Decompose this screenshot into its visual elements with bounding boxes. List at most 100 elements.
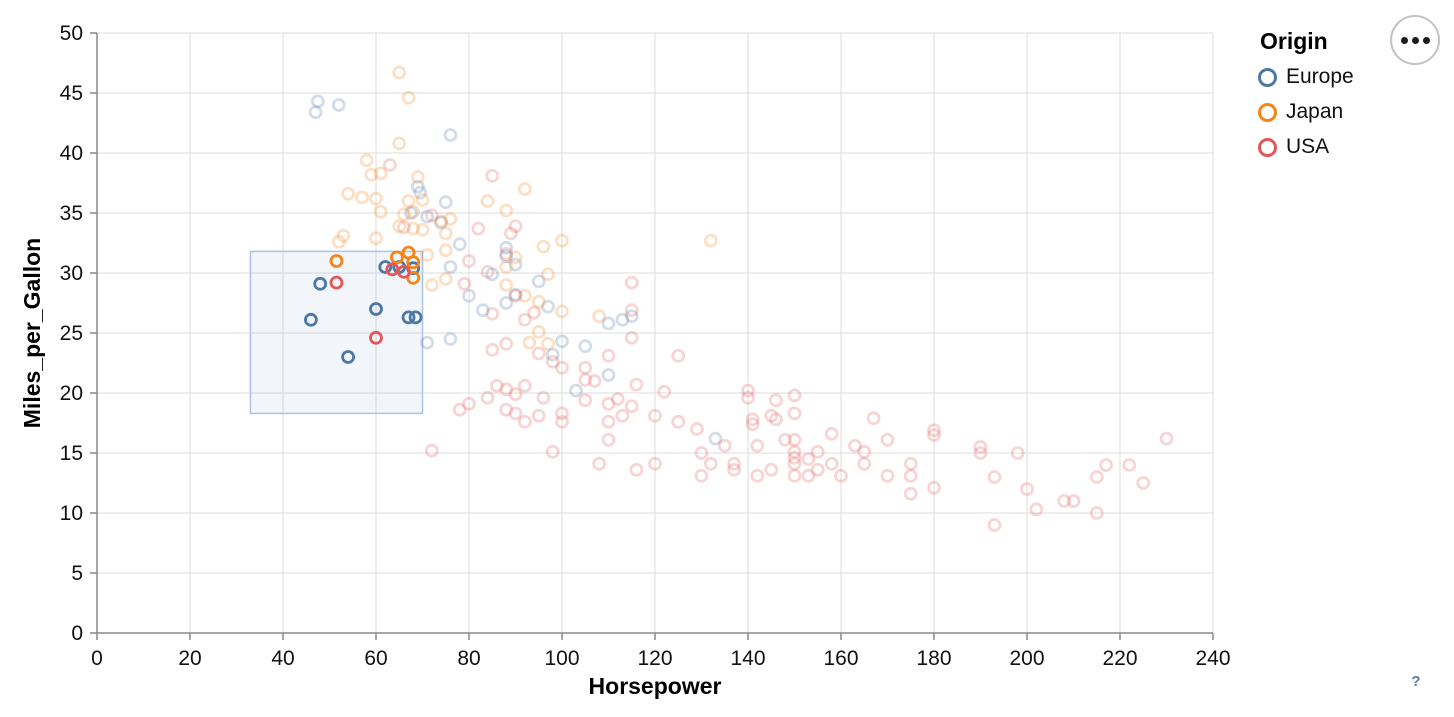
- data-point-europe: [508, 257, 523, 272]
- data-point-japan: [434, 214, 449, 229]
- data-point-europe: [578, 339, 593, 354]
- data-point-usa: [1057, 494, 1072, 508]
- data-point-japan: [555, 304, 569, 319]
- selected-data-point-europe: [313, 276, 328, 291]
- data-point-usa: [471, 221, 486, 236]
- data-point-usa: [741, 383, 755, 398]
- data-point-japan: [522, 335, 537, 350]
- x-tick-label: 20: [178, 647, 201, 670]
- x-tick-label: 140: [730, 647, 765, 670]
- data-point-usa: [973, 446, 988, 460]
- data-point-japan: [392, 136, 407, 151]
- data-point-usa: [462, 254, 476, 268]
- data-point-japan: [443, 212, 458, 226]
- data-point-usa: [624, 399, 639, 414]
- points-layer: [303, 65, 1174, 532]
- data-point-japan: [536, 239, 551, 254]
- data-point-usa: [499, 382, 514, 397]
- data-point-usa: [424, 443, 439, 458]
- data-point-europe: [438, 195, 453, 210]
- data-point-japan: [541, 267, 555, 282]
- data-point-usa: [601, 414, 616, 429]
- x-tick-label: 60: [364, 647, 387, 670]
- data-point-usa: [801, 468, 816, 483]
- data-point-europe: [569, 383, 583, 398]
- data-point-usa: [624, 275, 639, 290]
- data-point-usa: [764, 408, 779, 423]
- data-point-usa: [1066, 494, 1081, 508]
- data-point-usa: [601, 432, 616, 447]
- data-point-usa: [527, 305, 541, 320]
- help-icon[interactable]: ?: [1404, 669, 1428, 693]
- data-point-japan: [531, 294, 546, 309]
- data-point-japan: [531, 324, 546, 339]
- options-menu-button[interactable]: [1390, 15, 1440, 65]
- selected-data-point-japan: [406, 255, 421, 270]
- data-point-usa: [383, 158, 397, 172]
- selected-data-point-europe: [408, 310, 423, 325]
- legend-item-usa[interactable]: USA: [1258, 135, 1428, 159]
- selected-data-point-japan: [390, 250, 404, 265]
- data-point-europe: [508, 287, 523, 302]
- data-point-europe: [476, 303, 490, 318]
- x-tick-label: 80: [457, 647, 480, 670]
- data-point-japan: [438, 226, 453, 241]
- data-point-japan: [592, 309, 607, 324]
- data-point-usa: [801, 452, 816, 466]
- data-point-japan: [392, 65, 407, 80]
- data-point-japan: [499, 260, 514, 274]
- data-point-usa: [508, 406, 523, 421]
- data-point-japan: [499, 278, 514, 292]
- data-point-europe: [413, 185, 428, 200]
- data-point-usa: [741, 390, 755, 405]
- brush-selection[interactable]: [249, 250, 424, 415]
- data-point-europe: [499, 249, 514, 264]
- data-point-usa: [517, 312, 532, 327]
- data-point-usa: [499, 336, 514, 351]
- y-tick-label: 40: [60, 142, 83, 165]
- data-point-usa: [927, 480, 941, 495]
- data-point-usa: [778, 432, 793, 447]
- x-tick-label: 100: [544, 647, 579, 670]
- data-point-usa: [1136, 476, 1151, 490]
- data-point-usa: [727, 456, 741, 471]
- data-point-japan: [341, 186, 356, 201]
- legend-item-europe[interactable]: Europe: [1258, 65, 1428, 89]
- data-point-usa: [629, 377, 644, 392]
- data-point-usa: [536, 390, 551, 405]
- data-point-usa: [629, 462, 644, 477]
- data-point-usa: [489, 378, 504, 393]
- data-point-japan: [424, 278, 439, 292]
- legend-item-japan[interactable]: Japan: [1258, 100, 1428, 124]
- selected-data-point-europe: [369, 302, 383, 316]
- data-point-usa: [503, 226, 518, 241]
- data-point-usa: [834, 468, 848, 483]
- data-point-usa: [578, 393, 593, 408]
- data-point-usa: [508, 288, 523, 303]
- x-tick-label: 240: [1195, 647, 1230, 670]
- selected-data-point-japan: [406, 270, 421, 285]
- data-point-usa: [592, 456, 607, 471]
- data-point-japan: [517, 288, 532, 303]
- data-point-europe: [499, 296, 514, 310]
- data-point-usa: [1029, 502, 1044, 517]
- data-point-usa: [824, 426, 839, 441]
- data-point-japan: [499, 203, 514, 218]
- y-tick-label: 30: [60, 262, 83, 285]
- data-point-usa: [745, 417, 760, 432]
- legend-label-europe: Europe: [1286, 65, 1354, 88]
- data-point-usa: [987, 518, 1002, 532]
- data-point-europe: [331, 98, 346, 112]
- data-point-usa: [750, 468, 765, 483]
- x-tick-label: 40: [271, 647, 294, 670]
- data-point-europe: [708, 431, 723, 446]
- data-point-usa: [927, 423, 941, 438]
- data-point-japan: [392, 219, 407, 234]
- data-point-japan: [415, 222, 430, 237]
- data-point-usa: [694, 468, 709, 483]
- data-point-europe: [420, 209, 435, 224]
- legend-title: Origin: [1260, 28, 1328, 54]
- data-point-europe: [499, 240, 514, 255]
